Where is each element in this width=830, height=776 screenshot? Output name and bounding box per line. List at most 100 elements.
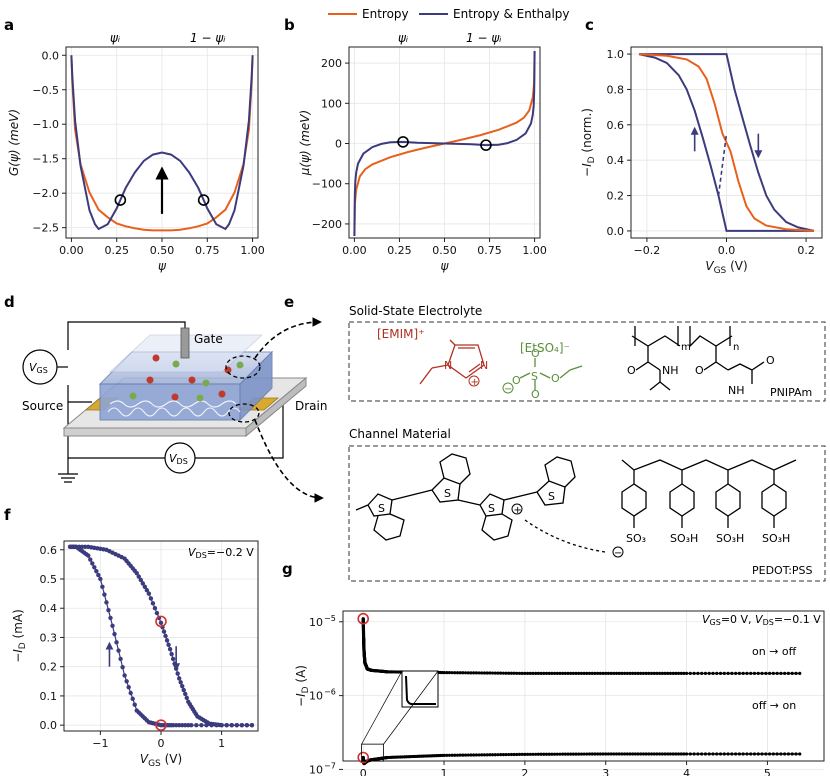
g-series-point-off → on — [614, 752, 619, 756]
pedot-charge — [511, 503, 523, 515]
g-series-point-on → off — [700, 671, 704, 675]
g-series-point-on → off — [482, 671, 487, 675]
f-series-point-backward — [183, 722, 188, 728]
zoom-electrolyte-ellipse — [225, 355, 261, 379]
g-series-point-off → on — [663, 752, 667, 756]
g-series-point-off → on — [477, 753, 481, 757]
etso4-charge — [502, 382, 514, 394]
g-series-point-on → off — [552, 671, 557, 675]
g-series-point-on → off — [620, 671, 624, 675]
c-dashed-transition — [717, 133, 728, 196]
vgs-source-label: VGS — [29, 361, 48, 375]
pedot-s3: S — [488, 502, 495, 515]
f-highlight — [155, 615, 167, 628]
g-series-point-off → on — [703, 752, 708, 756]
g-series-point-off → on — [574, 752, 578, 756]
g-series-point-on → off — [786, 671, 791, 675]
g-series-point-on → off — [722, 671, 726, 675]
g-series-point-off → on — [779, 752, 783, 756]
g-series-point-off → on — [512, 752, 516, 757]
pnipam-nh2: NH — [728, 384, 745, 397]
etso4-charge-sign: − — [504, 384, 512, 395]
g-ytick-exponent: −7 — [324, 761, 336, 770]
g-series-point-on → off — [660, 671, 664, 675]
g-series-point-on → off — [477, 671, 481, 675]
g-series-point-off → on — [547, 752, 551, 756]
g-series-point-off → on — [641, 752, 646, 756]
g-series-point-off → on — [726, 752, 730, 756]
g-series-point-on → off — [679, 671, 683, 675]
g-axes-frame — [342, 610, 825, 762]
pedot-s1: S — [378, 502, 385, 515]
g-annotation: VGS=0 V, VDS=−0.1 V — [702, 613, 821, 627]
g-series-point-off → on — [741, 752, 745, 756]
g-series-point-off → on — [552, 752, 557, 756]
f-series-point-backward — [209, 722, 214, 728]
g-series-point-on → off — [636, 671, 640, 675]
g-series-point-on → off — [539, 671, 543, 675]
panel-label-g: g — [282, 560, 293, 578]
g-series-point-off → on — [752, 752, 757, 756]
pss-so3: SO₃ — [626, 532, 646, 545]
g-series-point-on → off — [558, 671, 562, 675]
g-series-point-on → off — [466, 671, 470, 675]
g-series-point-off → on — [775, 752, 779, 756]
g-series-point-off → on — [598, 752, 602, 756]
g-series-point-off → on — [472, 753, 476, 757]
f-series-point-forward — [140, 581, 146, 586]
electrolyte-box — [348, 321, 826, 402]
g-series-point-off → on — [534, 752, 538, 756]
g-series-point-off → on — [442, 753, 446, 757]
g-series-point-off → on — [509, 752, 514, 757]
g-series-point-off → on — [674, 752, 678, 756]
f-series-point-backward — [224, 722, 229, 728]
f-series-point-forward — [184, 695, 189, 701]
g-series-point-off → on — [794, 752, 798, 756]
g-series-point-on → off — [455, 671, 460, 675]
g-series-point-on → off — [579, 671, 584, 675]
g-series-point-on → off — [671, 671, 675, 675]
g-series-point-off → on — [647, 752, 651, 756]
f-ytick-label: 0.3 — [40, 631, 58, 644]
g-series-point-on → off — [504, 671, 508, 675]
g-series-point-off → on — [771, 752, 775, 756]
g-series-point-on → off — [647, 671, 651, 675]
g-series-point-off → on — [501, 753, 505, 757]
etso4-molecule — [519, 358, 583, 390]
chemistry-panel: Solid-State Electrolyte [EMIM]⁺ N N + [E… — [348, 304, 826, 582]
f-series-point-forward — [134, 570, 139, 576]
pnipam-label: PNIPAm — [770, 386, 812, 399]
chart-c: −0.2 0.0 0.2 0.0 0.2 0.4 0.6 0.8 1.0 VGS (V) −ID (… — [580, 46, 823, 276]
c-xlabel: VGS (V) — [705, 259, 747, 276]
g-series-point-off → on — [730, 752, 734, 756]
f-ytick-label: 0.5 — [40, 573, 58, 586]
g-series-point-on → off — [682, 671, 686, 675]
g-series-point-off → on — [450, 753, 454, 757]
g-series-point-off → on — [482, 753, 487, 757]
f-series-point-backward — [90, 561, 95, 566]
g-xtick-label: 2 — [521, 767, 528, 776]
g-series-point-on → off — [509, 671, 514, 675]
pss-so3h-2: SO₃H — [716, 532, 744, 545]
g-series-point-on → off — [741, 671, 745, 675]
a-xtick-label: 0.75 — [195, 244, 220, 257]
g-series-point-on → off — [633, 671, 637, 675]
a-series-enthalpy — [70, 55, 254, 231]
g-series-point-on → off — [783, 671, 787, 675]
f-series-point-backward — [67, 544, 73, 550]
g-series-point-off → on — [461, 753, 465, 757]
f-series-point-forward — [163, 633, 168, 639]
g-series-point-on → off — [734, 671, 738, 675]
f-annotation: VDS=−0.2 V — [188, 546, 254, 560]
g-series-point-on → off — [674, 671, 678, 675]
a-xlabel: ψ — [158, 259, 167, 273]
emim-charge-sign: + — [471, 377, 479, 388]
g-series-point-off → on — [660, 752, 664, 756]
f-series-point-backward — [100, 584, 105, 589]
g-series-point-on → off — [598, 671, 602, 675]
g-series-point-on → off — [609, 671, 613, 675]
g-series-point-on → off — [474, 671, 478, 675]
g-series-point-on → off — [764, 671, 768, 675]
g-series-point-on → off — [726, 671, 730, 675]
f-series-point-forward — [146, 591, 152, 596]
